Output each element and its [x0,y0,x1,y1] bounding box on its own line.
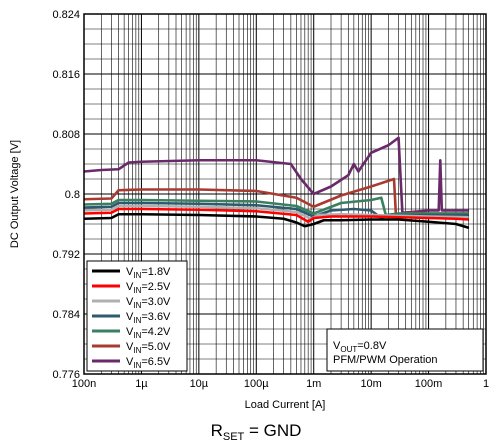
legend-label: VIN=2.5V [126,281,171,295]
series-line-1 [83,207,469,224]
legend: VIN=1.8VVIN=2.5VVIN=3.0VVIN=3.6VVIN=4.2V… [86,260,188,372]
x-tick-label: 100n [72,378,96,390]
y-tick-label: 0.8 [65,189,80,201]
legend-label: VIN=5.0V [126,341,171,355]
operation-note: VOUT=0.8V PFM/PWM Operation [326,328,484,372]
legend-label: VIN=3.6V [126,311,171,325]
series-line-6 [83,136,469,215]
y-tick-label: 0.816 [52,69,80,81]
legend-label: VIN=4.2V [126,326,171,340]
x-tick-label: 1µ [135,378,148,390]
y-axis-label: DC Output Voltage [V] [9,140,21,248]
legend-label: VIN=6.5V [126,356,171,370]
x-tick-label: 100m [415,378,443,390]
y-tick-label: 0.784 [52,309,80,321]
y-tick-labels: 0.776 0.784 0.792 0.8 0.808 0.816 0.824 [52,9,80,381]
y-tick-label: 0.776 [52,369,80,381]
series-line-2 [83,204,469,221]
y-tick-label: 0.808 [52,129,80,141]
note-vout: VOUT=0.8V [333,340,387,354]
x-tick-labels: 100n 1µ 10µ 100µ 1m 10m 100m 1 [72,378,489,390]
note-mode: PFM/PWM Operation [333,354,438,366]
legend-label: VIN=3.0V [126,296,171,310]
plot-frame [83,13,487,375]
x-tick-label: 1m [306,378,321,390]
x-tick-label: 1 [483,378,489,390]
y-tick-label: 0.824 [52,9,80,21]
series-layer [83,136,470,229]
note-box [326,328,484,372]
x-axis-label: Load Current [A] [245,399,326,411]
y-tick-label: 0.792 [52,249,80,261]
x-tick-label: 10µ [190,378,209,390]
x-tick-label: 100µ [244,378,269,390]
caption: RSET = GND [211,421,302,443]
series-line-0 [83,212,470,229]
x-tick-label: 10m [360,378,381,390]
legend-label: VIN=1.8V [126,266,171,280]
